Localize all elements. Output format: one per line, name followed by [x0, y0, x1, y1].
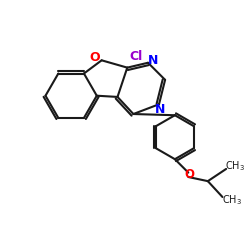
Text: CH$_3$: CH$_3$: [222, 193, 242, 207]
Text: Cl: Cl: [129, 50, 142, 63]
Text: N: N: [155, 103, 166, 116]
Text: O: O: [184, 168, 194, 181]
Text: N: N: [148, 54, 158, 67]
Text: CH$_3$: CH$_3$: [226, 159, 246, 173]
Text: O: O: [90, 51, 100, 64]
